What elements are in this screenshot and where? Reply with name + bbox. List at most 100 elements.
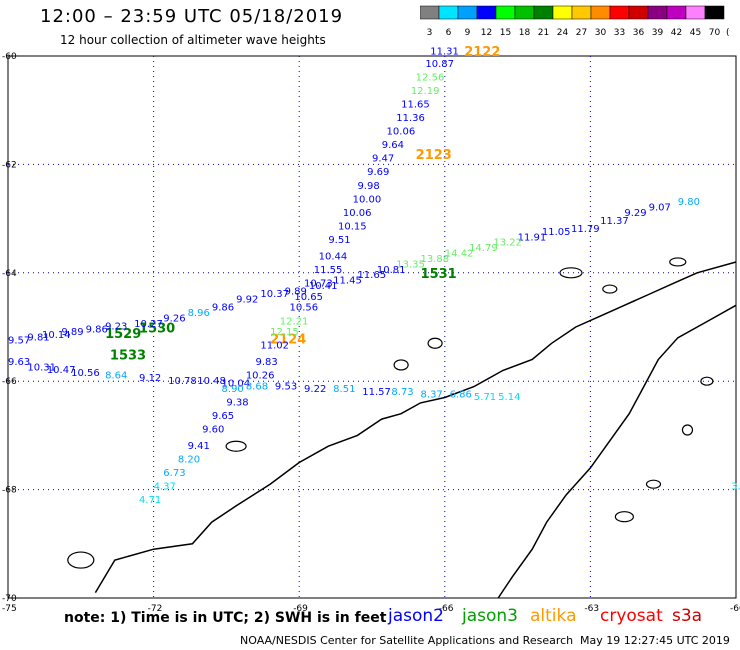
wave-height-value: 8.96 — [188, 308, 210, 319]
wave-height-value: 6.86 — [450, 389, 472, 400]
wave-height-value: 9.41 — [188, 441, 210, 452]
color-scale-label: 30 — [595, 28, 607, 38]
wave-height-value: 9.23 — [105, 322, 127, 333]
wave-height-value: 5.14 — [498, 392, 520, 403]
wave-height-value: 9.86 — [212, 303, 234, 314]
longitude-label: -69 — [293, 604, 308, 614]
island-outline — [393, 359, 409, 371]
color-scale-label: 18 — [519, 28, 531, 38]
wave-height-value: 11.02 — [260, 341, 289, 352]
satellite-pass-label: 1533 — [110, 349, 146, 364]
wave-height-value: 9.98 — [357, 181, 379, 192]
wave-height-value: 9.86 — [86, 324, 108, 335]
legend-jason3: jason3 — [462, 606, 518, 626]
wave-height-value: 10.41 — [309, 281, 338, 292]
satellite-pass-label: 2123 — [416, 148, 452, 163]
generated-timestamp: May 19 12:27:45 UTC 2019 — [580, 634, 730, 647]
wave-height-value: 10.04 — [222, 379, 251, 390]
wave-height-value: 8.90 — [222, 384, 244, 395]
island-outline — [559, 267, 583, 279]
island-outline — [67, 551, 95, 569]
wave-height-value: 13.88 — [421, 254, 450, 265]
wave-height-value: 11.45 — [333, 276, 362, 287]
wave-height-value: 8.20 — [178, 455, 200, 466]
wave-height-value: 10.37 — [260, 289, 289, 300]
island-outline — [225, 440, 247, 452]
color-scale-label: 24 — [557, 28, 569, 38]
island-outline — [614, 511, 634, 523]
latitude-label: -70 — [2, 594, 17, 604]
legend-jason2: jason2 — [388, 606, 444, 626]
wave-height-value: 13.22 — [493, 238, 522, 249]
wave-height-value: 10.78 — [168, 376, 197, 387]
wave-height-value: 9.22 — [304, 384, 326, 395]
color-scale-label: 42 — [671, 28, 682, 38]
latitude-label: -62 — [2, 160, 17, 170]
island-outline — [700, 376, 714, 386]
wave-height-value: 8.73 — [391, 387, 413, 398]
legend-cryosat: cryosat — [600, 606, 663, 626]
wave-height-value: 9.69 — [367, 167, 389, 178]
wave-height-value: 10.00 — [353, 194, 382, 205]
wave-height-value: 10.81 — [377, 265, 406, 276]
legend-s3a: s3a — [672, 606, 703, 626]
wave-height-value: 4.71 — [139, 495, 161, 506]
map-subtitle: 12 hour collection of altimeter wave hei… — [60, 33, 326, 47]
satellite-pass-label: 2124 — [270, 332, 306, 347]
latitude-label: -66 — [2, 377, 17, 387]
island-outline — [602, 284, 618, 294]
island-outline — [645, 479, 662, 489]
wave-height-value: 11.31 — [430, 46, 459, 57]
wave-height-value: 9.64 — [382, 140, 404, 151]
satellite-pass-label: 1531 — [421, 267, 457, 282]
latitude-label: -68 — [2, 486, 17, 496]
wave-height-value: 10.26 — [246, 370, 275, 381]
color-scale-label: 39 — [652, 28, 664, 38]
longitude-label: -63 — [584, 604, 599, 614]
island-outline — [681, 424, 694, 436]
color-scale-label: 36 — [633, 28, 645, 38]
wave-height-value: 9.38 — [226, 398, 248, 409]
wave-height-value: 3.2 — [731, 482, 740, 493]
wave-height-value: 9.57 — [8, 335, 30, 346]
longitude-label: -60 — [730, 604, 740, 614]
wave-height-value: 9.92 — [236, 295, 258, 306]
wave-height-value: 10.06 — [387, 127, 416, 138]
color-scale-label: 27 — [576, 28, 587, 38]
color-scale-label: 45 — [690, 28, 701, 38]
wave-height-value: 8.64 — [105, 370, 127, 381]
longitude-label: -72 — [148, 604, 163, 614]
wave-height-value: 11.79 — [571, 224, 600, 235]
wave-height-value: 9.89 — [61, 327, 83, 338]
wave-height-value: 11.57 — [362, 387, 391, 398]
longitude-label: -75 — [2, 604, 17, 614]
color-scale-label: 70 — [709, 28, 721, 38]
wave-height-value: 10.31 — [27, 362, 56, 373]
wave-height-value: 8.51 — [333, 384, 355, 395]
wave-height-value: 10.14 — [42, 330, 71, 341]
wave-height-value: 13.35 — [396, 259, 425, 270]
color-scale-label: 6 — [446, 28, 452, 38]
satellite-pass-label: 1530 — [139, 321, 175, 336]
wave-height-value: 12.56 — [416, 72, 445, 83]
map-frame — [7, 55, 737, 599]
wave-height-value: 9.26 — [163, 314, 185, 325]
wave-height-value: 10.73 — [304, 278, 333, 289]
wave-height-value: 10.87 — [425, 59, 454, 70]
wave-height-value: 11.05 — [542, 227, 571, 238]
latitude-label: -60 — [2, 52, 17, 62]
wave-height-value: 9.29 — [624, 208, 646, 219]
wave-height-value: 10.47 — [47, 365, 76, 376]
wave-height-value: 9.53 — [275, 381, 297, 392]
wave-height-value: 11.36 — [396, 113, 425, 124]
latitude-label: -64 — [2, 269, 17, 279]
wave-height-value: 8.68 — [246, 381, 268, 392]
wave-height-value: 9.60 — [202, 425, 224, 436]
color-swatch — [704, 5, 725, 20]
wave-height-value: 11.65 — [401, 99, 430, 110]
wave-height-value: 10.48 — [197, 376, 226, 387]
coastline-west — [94, 261, 737, 593]
wave-height-value: 9.63 — [8, 357, 30, 368]
